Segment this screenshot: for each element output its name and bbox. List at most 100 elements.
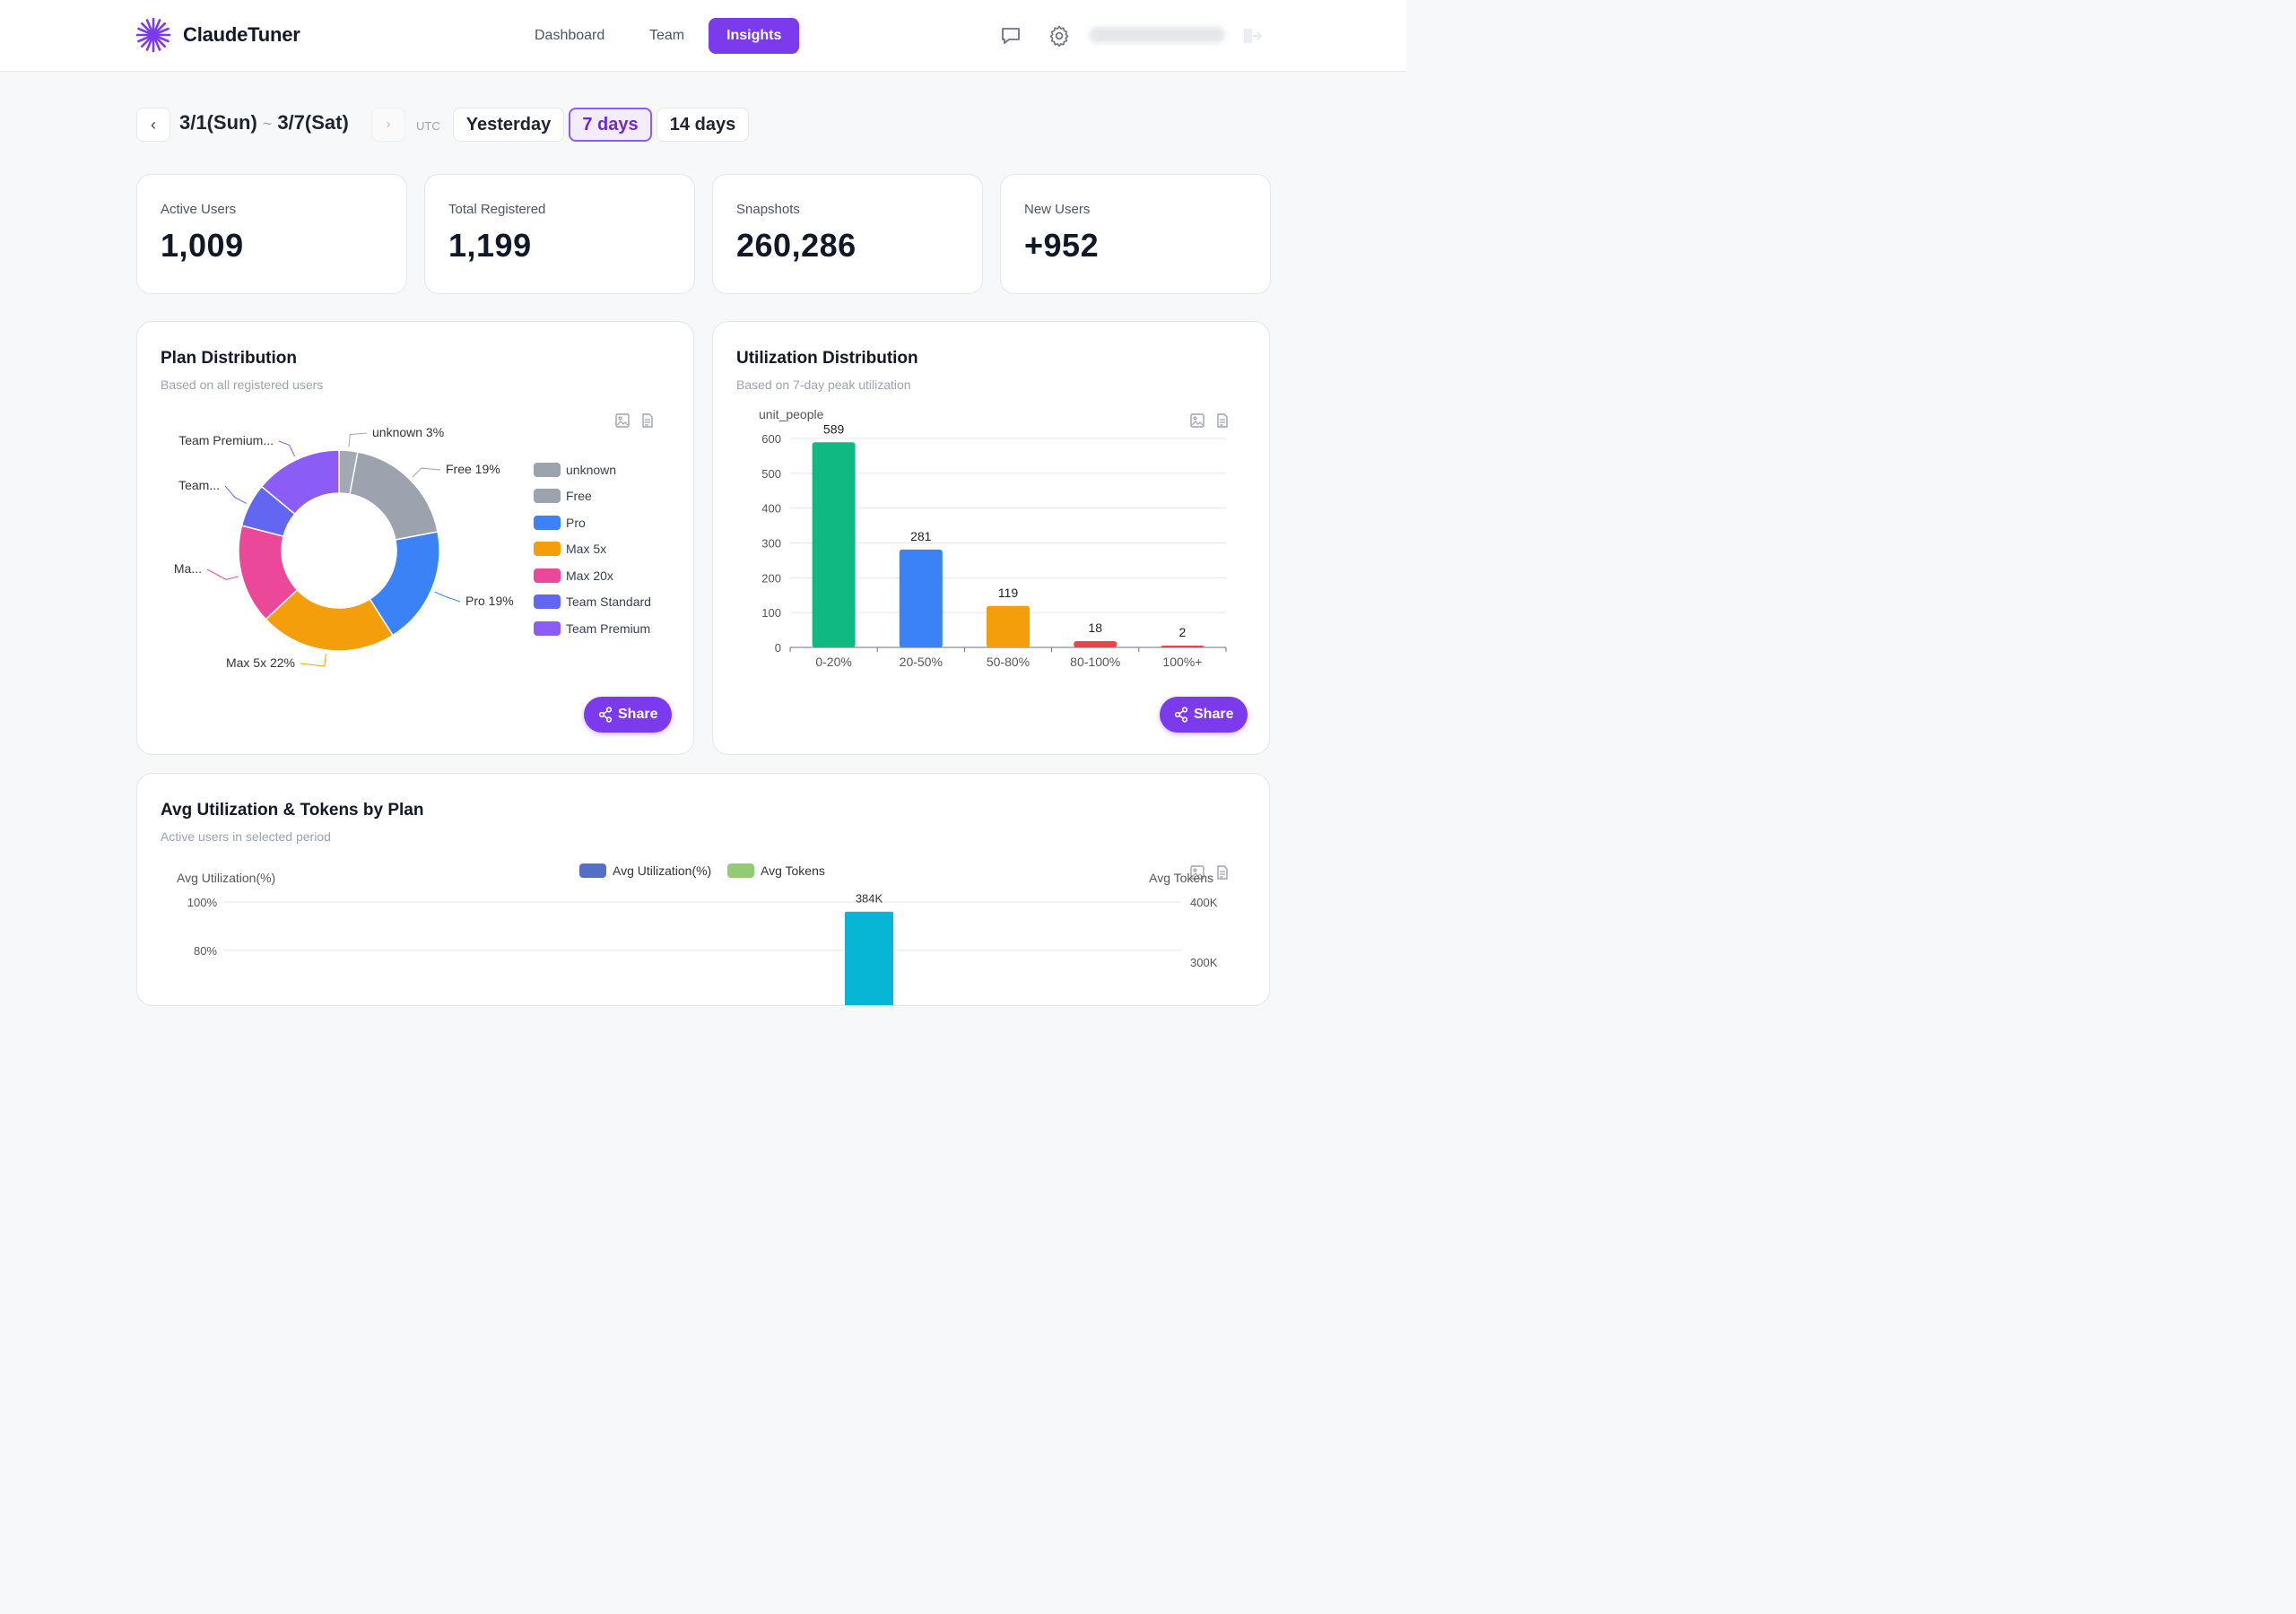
save-image-icon[interactable] [1189,864,1205,881]
save-image-icon[interactable] [614,412,631,429]
pie-slice-label: Pro 19% [465,594,514,608]
share-button[interactable]: Share [584,697,672,733]
nav-insights[interactable]: Insights [709,18,800,54]
pie-label-line [348,432,368,447]
legend-label: Avg Utilization(%) [613,863,711,878]
stat-label: New Users [1024,202,1091,217]
stat-value: 1,199 [448,227,532,264]
range-7-days-button[interactable]: 7 days [569,108,652,142]
plan-distribution-donut-chart: unknown 3% Free 19% Pro 19% Max 5x 22% Ma...… [174,425,514,670]
date-range-label: 3/1(Sun) ~3/7(Sat) [179,111,349,134]
legend-item[interactable]: Pro [534,515,586,531]
save-image-icon[interactable] [1189,412,1205,429]
stat-value: +952 [1024,227,1100,264]
legend-item[interactable]: Max 20x [534,568,613,584]
panel-subtitle: Active users in selected period [161,829,331,844]
stat-value: 1,009 [161,227,244,264]
legend-item[interactable]: Team Standard [534,594,651,610]
nav-team[interactable]: Team [649,28,685,43]
range-yesterday-button[interactable]: Yesterday [453,108,564,142]
x-tick-label: 20-50% [900,655,943,669]
panel-title: Avg Utilization & Tokens by Plan [161,801,424,820]
y-axis-title: Avg Utilization(%) [177,871,275,885]
legend-swatch [534,489,561,503]
chevron-right-icon: › [386,117,391,132]
pie-slice [260,449,340,516]
stat-card-active-users: Active Users 1,009 [136,174,407,294]
nav-dashboard[interactable]: Dashboard [535,28,605,43]
bar-value-label: 384K [856,892,883,906]
stat-label: Total Registered [448,202,546,217]
logout-icon[interactable] [1241,27,1263,45]
x-tick-label: 50-80% [987,655,1030,669]
y-tick-label: 300 [761,537,781,551]
top-navigation-bar: ClaudeTuner Dashboard Team Insights [0,0,1406,72]
pie-label-line [412,467,441,478]
legend-item[interactable]: Max 5x [534,541,606,557]
feedback-chat-icon[interactable] [999,24,1022,48]
panel-title: Plan Distribution [161,349,297,368]
share-icon [1174,707,1188,723]
stat-label: Active Users [161,202,237,217]
range-14-days-button[interactable]: 14 days [657,108,749,142]
bar [899,549,943,647]
utilization-bar-chart: unit_people01002003004005006005890-20%28… [759,407,1227,669]
legend-swatch [579,863,606,878]
pie-slice [349,451,439,541]
y-tick-label: 100% [187,896,218,909]
legend-label: Avg Tokens [761,863,825,878]
pie-label-line [224,485,247,504]
legend-item[interactable]: Team Premium [534,620,650,637]
pie-label-line [434,591,461,603]
y-tick-label: 0 [775,641,781,655]
data-view-icon[interactable] [1214,412,1231,429]
y-tick-label: 500 [761,467,781,481]
share-button[interactable]: Share [1160,697,1248,733]
x-tick-label: 0-20% [815,655,851,669]
settings-gear-icon[interactable] [1048,24,1071,48]
legend-swatch [534,463,561,477]
pie-slice-label: Max 5x 22% [226,655,295,670]
panel-subtitle: Based on all registered users [161,377,324,392]
data-view-icon[interactable] [639,412,656,429]
bar-value-label: 2 [1179,625,1187,639]
user-email-redacted [1089,27,1225,43]
legend-swatch [534,621,561,636]
avg-utilization-tokens-panel: Avg Utilization & Tokens by Plan Active … [136,773,1270,1006]
pie-slice-label: unknown 3% [372,425,444,439]
brand-name[interactable]: ClaudeTuner [183,23,300,46]
bar-value-label: 281 [910,529,932,543]
data-view-icon[interactable] [1214,864,1231,881]
stat-card-new-users: New Users +952 [1000,174,1271,294]
stat-value: 260,286 [736,227,857,264]
stat-card-total-registered: Total Registered 1,199 [424,174,695,294]
bar [987,605,1030,647]
bar [812,442,856,647]
chevron-left-icon: ‹ [151,116,156,134]
y-tick-label: 200 [761,571,781,585]
date-separator: ~ [262,115,273,133]
legend-item[interactable]: Free [534,488,592,504]
panel-subtitle: Based on 7-day peak utilization [736,377,911,392]
legend-swatch [534,516,561,530]
legend-swatch [727,863,754,878]
previous-period-button[interactable]: ‹ [136,108,170,142]
pie-label-line [278,440,296,457]
stat-card-snapshots: Snapshots 260,286 [712,174,983,294]
legend-swatch [534,542,561,556]
bar [845,911,893,1005]
y-tick-label: 100 [761,606,781,620]
panel-title: Utilization Distribution [736,349,918,368]
bar-value-label: 589 [823,421,845,436]
y2-axis-title: Avg Tokens [1149,871,1213,885]
date-end: 3/7(Sat) [277,111,349,134]
bar-value-label: 119 [998,586,1019,600]
legend-item[interactable]: unknown [534,462,616,478]
y-tick-label: 400 [761,502,781,516]
x-tick-label: 80-100% [1070,655,1120,669]
pie-label-line [206,568,239,580]
date-start: 3/1(Sun) [179,111,257,134]
utilization-distribution-panel: Utilization Distribution Based on 7-day … [712,321,1270,755]
pie-slice-label: Team Premium... [178,433,274,447]
next-period-button[interactable]: › [371,108,405,142]
